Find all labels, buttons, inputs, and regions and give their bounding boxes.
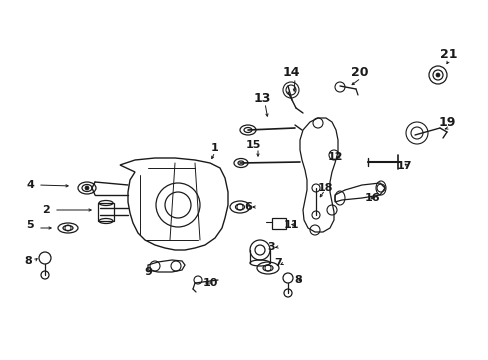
Text: 8: 8	[24, 256, 32, 266]
Text: 3: 3	[266, 242, 274, 252]
Text: 4: 4	[26, 180, 34, 190]
Text: 19: 19	[437, 117, 455, 130]
Text: 20: 20	[350, 67, 368, 80]
Bar	[271, 218, 285, 229]
Text: 1: 1	[211, 143, 219, 153]
Bar	[98, 203, 114, 221]
Text: 12: 12	[326, 152, 342, 162]
Text: 9: 9	[144, 267, 152, 277]
Text: 18: 18	[317, 183, 332, 193]
Text: 17: 17	[395, 161, 411, 171]
Text: 8: 8	[293, 275, 301, 285]
Text: 7: 7	[274, 258, 281, 268]
Text: 11: 11	[283, 220, 298, 230]
Text: 14: 14	[282, 67, 299, 80]
Text: 10: 10	[202, 278, 217, 288]
Text: 5: 5	[26, 220, 34, 230]
Text: 13: 13	[253, 91, 270, 104]
Text: 21: 21	[439, 49, 457, 62]
Text: 15: 15	[245, 140, 260, 150]
Text: 2: 2	[42, 205, 50, 215]
Circle shape	[435, 73, 439, 77]
Text: 16: 16	[365, 193, 380, 203]
Text: 6: 6	[244, 202, 251, 212]
Circle shape	[85, 186, 89, 190]
